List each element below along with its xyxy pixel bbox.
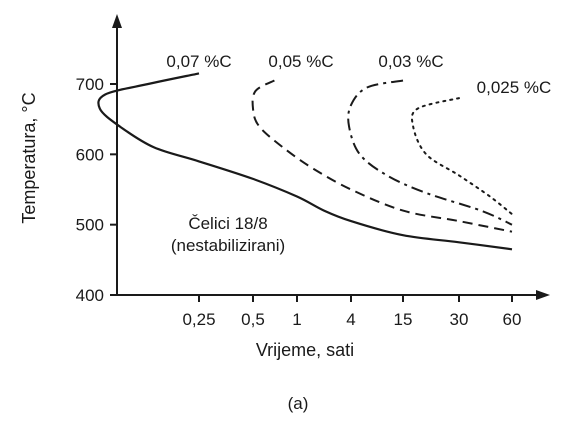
series-layer: [97, 72, 513, 251]
y-ticks: 400 500 600 700: [76, 75, 117, 305]
annotation-line-2: (nestabilizirani): [171, 236, 285, 255]
series-line-2: [251, 79, 513, 233]
figure-caption: (a): [288, 394, 309, 413]
y-tick-label: 500: [76, 216, 104, 235]
x-tick-label: 1: [292, 310, 301, 329]
x-tick-label: 60: [503, 310, 522, 329]
x-ticks: 0,25 0,5 1 4 15 30 60: [182, 295, 521, 329]
x-axis-arrow: [536, 290, 550, 300]
series-label-2: 0,05 %C: [268, 52, 333, 71]
x-axis-title: Vrijeme, sati: [256, 340, 354, 360]
x-tick-label: 15: [394, 310, 413, 329]
y-tick-label: 600: [76, 145, 104, 164]
series-line-3: [347, 79, 513, 226]
axes: [112, 14, 550, 300]
x-tick-label: 0,25: [182, 310, 215, 329]
y-tick-label: 700: [76, 75, 104, 94]
series-label-4: 0,025 %C: [477, 78, 552, 97]
series-label-1: 0,07 %C: [166, 52, 231, 71]
series-line-4: [410, 97, 513, 216]
annotation-line-1: Čelici 18/8: [188, 214, 267, 233]
series-labels: 0,07 %C 0,05 %C 0,03 %C 0,025 %C: [166, 52, 551, 97]
x-tick-label: 4: [346, 310, 355, 329]
y-axis-title: Temperatura, °C: [19, 92, 39, 223]
series-line-1: [97, 72, 513, 251]
x-tick-label: 0,5: [241, 310, 265, 329]
y-axis-arrow: [112, 14, 122, 28]
x-tick-label: 30: [450, 310, 469, 329]
y-tick-label: 400: [76, 286, 104, 305]
series-label-3: 0,03 %C: [378, 52, 443, 71]
